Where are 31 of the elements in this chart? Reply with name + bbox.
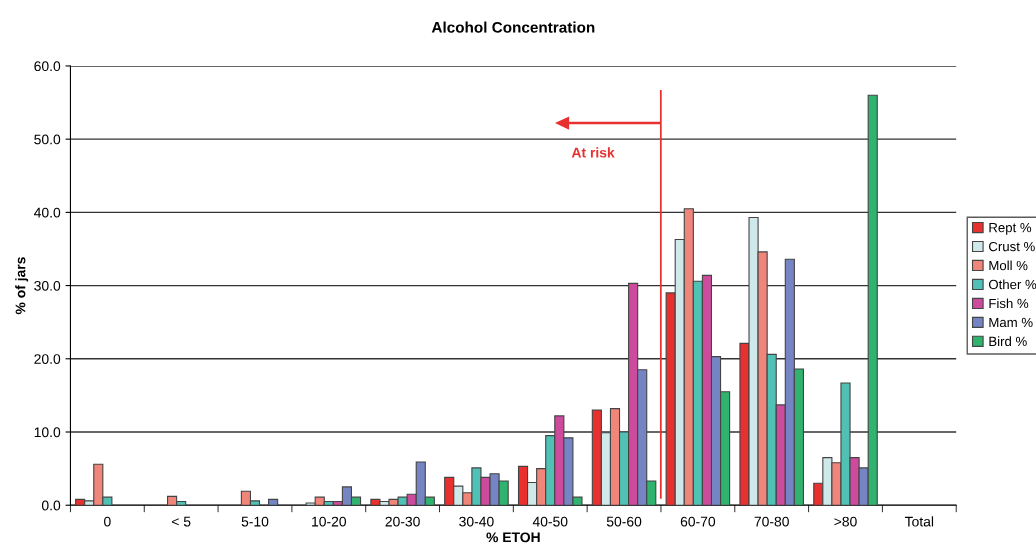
- x-tick-label: < 5: [172, 516, 191, 527]
- y-tick-label: 20.0: [34, 354, 61, 364]
- x-tick-label: 60-70: [680, 516, 716, 527]
- legend-label: Moll %: [989, 260, 1028, 271]
- legend-label: Rept %: [989, 222, 1032, 235]
- y-tick-label: 0.0: [41, 500, 61, 511]
- y-tick-label: 10.0: [34, 427, 61, 438]
- x-tick-label: 30-40: [459, 516, 494, 527]
- x-tick-label: >80: [834, 516, 857, 527]
- y-tick-label: 40.0: [34, 207, 61, 218]
- x-tick-label: 40-50: [532, 516, 568, 527]
- y-tick-label: 30.0: [34, 280, 61, 291]
- x-tick-label: 70-80: [754, 516, 789, 527]
- legend-label: Other %: [988, 279, 1036, 290]
- chart-title: Alcohol Concentration: [431, 21, 595, 33]
- legend-label: Fish %: [989, 298, 1029, 309]
- annotation: At risk: [571, 147, 615, 158]
- x-axis-title: % ETOH: [486, 532, 540, 543]
- x-tick-label: Total: [904, 516, 934, 527]
- legend-label: Mam %: [989, 317, 1033, 328]
- y-tick-label: 50.0: [34, 134, 61, 145]
- bar: [268, 498, 279, 506]
- x-tick-label: 5-10: [241, 516, 269, 527]
- legend-label: Crust %: [989, 241, 1035, 252]
- y-axis-title: % of jars: [15, 257, 29, 315]
- x-tick-label: 20-30: [385, 516, 420, 527]
- x-tick-label: 10-20: [312, 516, 347, 527]
- legend-label: Bird %: [989, 336, 1027, 347]
- y-tick-label: 60.0: [34, 61, 61, 72]
- x-tick-label: 50-60: [606, 516, 642, 527]
- x-tick-label: 0: [104, 516, 111, 527]
